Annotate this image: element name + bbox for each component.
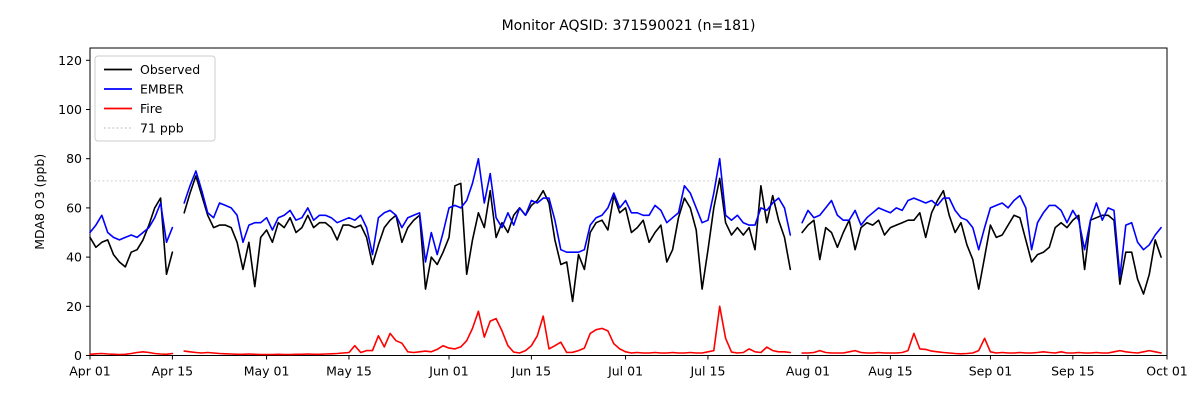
chart-title: Monitor AQSID: 371590021 (n=181) (502, 18, 756, 34)
y-axis-tick-label: 80 (66, 151, 82, 166)
series-line-fire (801, 332, 1162, 355)
x-axis-tick-label: Aug 15 (868, 364, 912, 379)
legend-box (94, 55, 216, 142)
series-line-ember (801, 194, 1162, 278)
y-axis-label: MDA8 O3 (ppb) (32, 154, 47, 250)
x-axis-tick-label: May 15 (326, 364, 372, 379)
legend-label-fire: Fire (140, 101, 163, 116)
x-axis-tick-label: May 01 (244, 364, 290, 379)
x-axis-tick-label: Jun 15 (511, 364, 551, 379)
legend-label-ember: EMBER (140, 82, 184, 97)
legend: Observed EMBER Fire 71 ppb (94, 55, 216, 142)
series-line-fire (89, 350, 174, 356)
y-axis-tick-label: 40 (66, 250, 82, 265)
y-axis-tick-label: 60 (66, 200, 82, 215)
legend-label-observed: Observed (140, 62, 200, 77)
y-axis-tick-label: 100 (58, 102, 82, 117)
x-axis-tick-label: Jun 01 (428, 364, 468, 379)
x-axis-tick-label: Apr 15 (152, 364, 194, 379)
x-axis-tick-label: Sep 01 (969, 364, 1012, 379)
x-axis-tick-label: Jul 01 (607, 364, 643, 379)
y-axis-tick-label: 0 (74, 348, 82, 363)
series-line-fire (183, 305, 792, 356)
series-line-observed (89, 197, 174, 276)
x-axis-tick-label: Jul 15 (689, 364, 725, 379)
x-axis-tick-label: Oct 01 (1146, 364, 1188, 379)
series-line-ember (183, 157, 792, 263)
legend-label-71-ppb: 71 ppb (140, 121, 184, 136)
series-line-observed (801, 189, 1162, 295)
plot-border (89, 47, 1168, 356)
y-axis-tick-label: 20 (66, 299, 82, 314)
x-axis-tick-label: Aug 01 (786, 364, 830, 379)
series-line-ember (89, 202, 174, 244)
x-axis-tick-label: Sep 15 (1051, 364, 1094, 379)
y-axis-tick-label: 120 (58, 53, 82, 68)
series-line-observed (183, 175, 792, 303)
x-axis-tick-label: Apr 01 (69, 364, 111, 379)
